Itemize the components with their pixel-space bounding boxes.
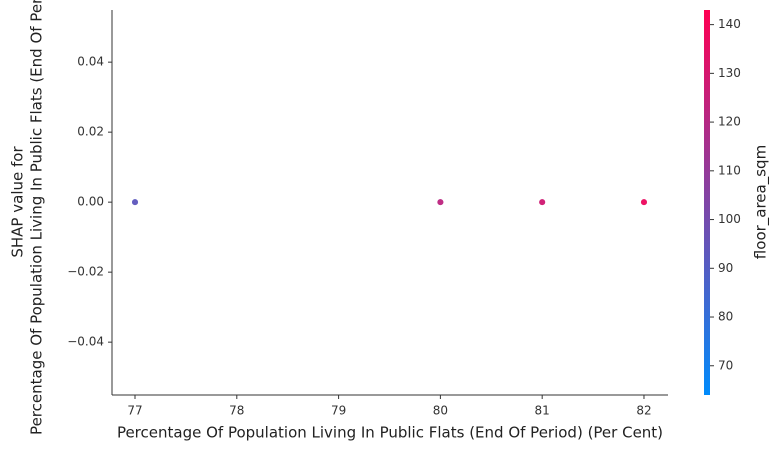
point	[132, 199, 139, 206]
y-axis-label: SHAP value for	[9, 146, 27, 258]
y-tick-label: −0.04	[67, 335, 104, 349]
x-tick-label: 78	[229, 404, 244, 418]
colorbar-tick-label: 90	[718, 261, 733, 275]
x-axis-label: Percentage Of Population Living In Publi…	[117, 424, 663, 442]
colorbar-tick-label: 130	[718, 66, 741, 80]
colorbar-tick-label: 80	[718, 310, 733, 324]
x-tick-label: 77	[127, 404, 142, 418]
x-tick-label: 80	[433, 404, 448, 418]
colorbar-tick-label: 70	[718, 358, 733, 372]
y-axis-label: Percentage Of Population Living In Publi…	[28, 0, 46, 435]
y-tick-label: 0.00	[77, 195, 104, 209]
y-tick-label: 0.04	[77, 55, 104, 69]
point	[539, 199, 546, 206]
colorbar	[704, 10, 710, 395]
point	[640, 199, 647, 206]
colorbar-tick-label: 100	[718, 212, 741, 226]
y-tick-label: −0.02	[67, 265, 104, 279]
x-tick-label: 79	[331, 404, 346, 418]
x-tick-label: 82	[636, 404, 651, 418]
colorbar-tick-label: 110	[718, 163, 741, 177]
x-tick-label: 81	[535, 404, 550, 418]
colorbar-tick-label: 120	[718, 115, 741, 129]
colorbar-label: floor_area_sqm	[752, 145, 771, 259]
y-tick-label: 0.02	[77, 125, 104, 139]
colorbar-tick-label: 140	[718, 17, 741, 31]
point	[437, 199, 444, 206]
